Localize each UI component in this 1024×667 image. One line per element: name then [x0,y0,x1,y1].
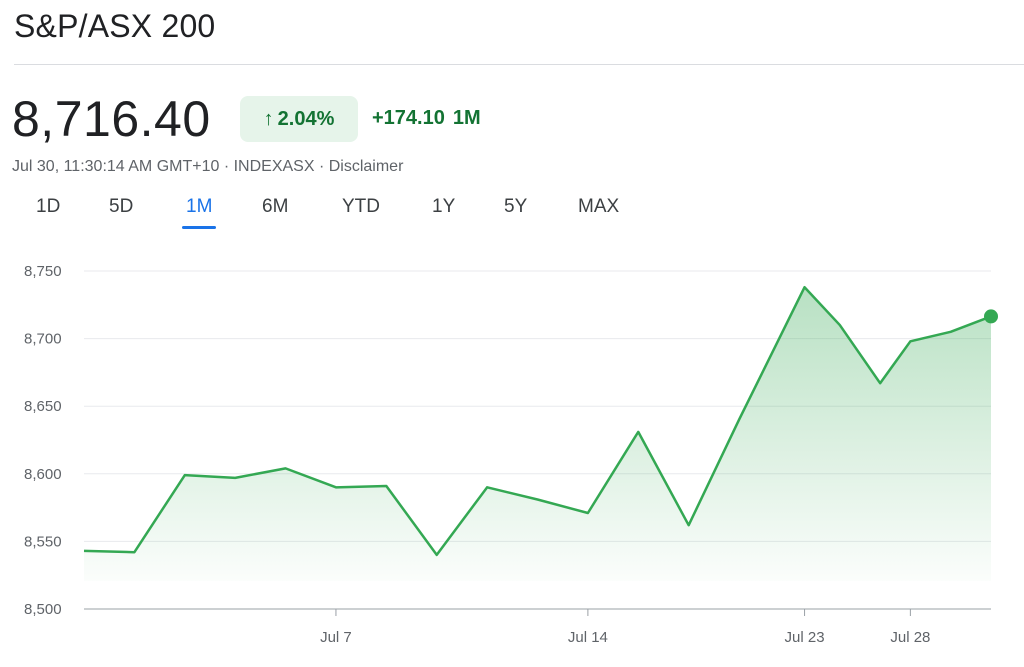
data-point [737,418,741,422]
data-point [878,381,882,385]
data-point [183,473,187,477]
data-point [838,323,842,327]
tab-1d[interactable]: 1D [36,196,61,217]
data-point [384,484,388,488]
y-tick-label: 8,550 [24,533,62,550]
data-point [908,339,912,343]
data-point [586,511,590,515]
data-point [636,430,640,434]
x-tick-label: Jul 14 [568,629,608,646]
quote-meta: Jul 30, 11:30:14 AM GMT+10INDEXASXDiscla… [12,158,403,176]
quote-timestamp: Jul 30, 11:30:14 AM GMT+10 [12,158,220,175]
y-tick-label: 8,500 [24,601,62,618]
price-chart[interactable]: 8,500 8,550 8,600 8,650 8,700 8,750 Jul 7 Jul 1… [0,250,1024,667]
exchange-name: INDEXASX [219,158,314,175]
data-point [949,330,953,334]
y-tick-label: 8,750 [24,263,62,280]
data-point [435,553,439,557]
current-price: 8,716.40 [12,91,211,147]
arrow-up-icon: ↑ [263,107,274,130]
tab-1y[interactable]: 1Y [432,196,456,217]
page-title: S&P/ASX 200 [14,8,216,44]
data-point [536,497,540,501]
disclaimer-link[interactable]: Disclaimer [315,158,404,175]
data-point [233,476,237,480]
data-point [82,549,86,553]
x-tick-label: Jul 7 [320,629,352,646]
current-price-dot [984,309,998,324]
header-divider [14,64,1024,65]
data-point [132,550,136,554]
tab-ytd[interactable]: YTD [342,196,380,217]
data-point [334,485,338,489]
data-point [687,523,691,527]
x-tick-label: Jul 28 [890,629,930,646]
absolute-change-value: +174.10 [372,107,445,129]
absolute-change: +174.10 1M [372,107,481,130]
tab-6m[interactable]: 6M [262,196,289,217]
y-tick-label: 8,650 [24,398,62,415]
area-fill [84,287,991,581]
y-tick-label: 8,700 [24,331,62,348]
change-period: 1M [452,107,481,129]
y-tick-label: 8,600 [24,466,62,483]
tab-5d[interactable]: 5D [109,196,134,217]
tab-5y[interactable]: 5Y [504,196,528,217]
data-point [803,285,807,289]
data-point [485,485,489,489]
price-line [83,285,992,557]
x-tick-label: Jul 23 [785,629,825,646]
tab-1m[interactable]: 1M [181,196,217,229]
change-percent-badge: ↑ 2.04% [240,96,358,142]
data-point [284,466,288,470]
tab-max[interactable]: MAX [578,196,620,217]
change-percent-value: 2.04% [277,107,335,130]
